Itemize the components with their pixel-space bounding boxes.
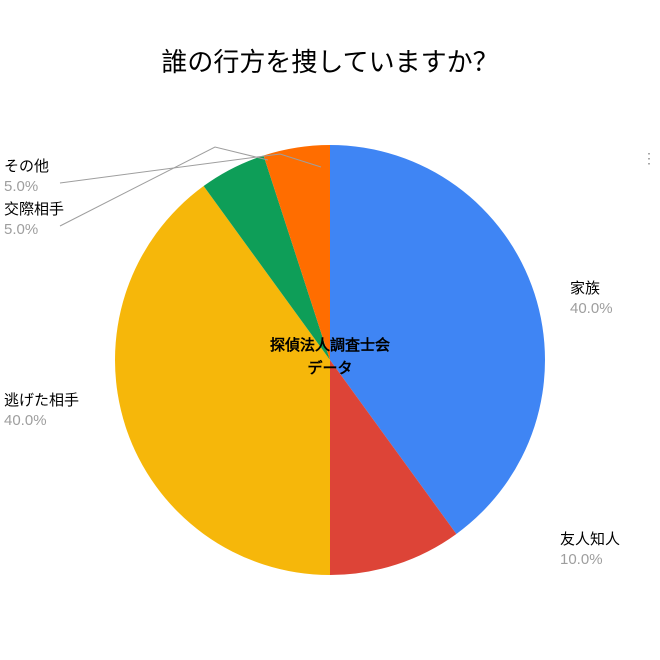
slice-label-name: 友人知人 <box>560 530 620 550</box>
slice-label-name: 交際相手 <box>4 200 64 220</box>
kebab-menu-icon[interactable]: ⋮ <box>642 150 654 167</box>
slice-label-pct: 40.0% <box>570 299 613 319</box>
slice-label-pct: 10.0% <box>560 550 620 570</box>
slice-label: 友人知人10.0% <box>560 530 620 571</box>
slice-label: その他5.0% <box>4 157 49 198</box>
slice-label: 交際相手5.0% <box>4 200 64 241</box>
pie-chart <box>115 145 545 575</box>
slice-label-name: 逃げた相手 <box>4 391 79 411</box>
chart-title: 誰の行方を捜していますか？ <box>0 42 660 79</box>
slice-label-name: その他 <box>4 157 49 177</box>
slice-label-pct: 40.0% <box>4 411 79 431</box>
slice-label-pct: 5.0% <box>4 177 49 197</box>
slice-label-name: 家族 <box>570 279 613 299</box>
slice-label-pct: 5.0% <box>4 220 64 240</box>
slice-label: 家族40.0% <box>570 279 613 320</box>
slice-label: 逃げた相手40.0% <box>4 391 79 432</box>
